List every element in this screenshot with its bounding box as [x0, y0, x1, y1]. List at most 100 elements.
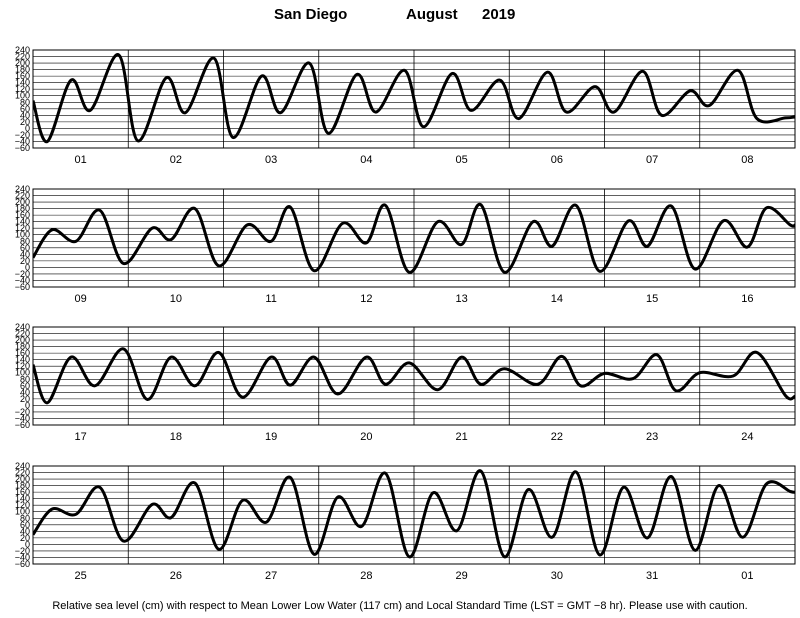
- y-tick-label: −20: [15, 130, 30, 140]
- tide-curve-4: [33, 469, 795, 559]
- y-tick-label: 220: [15, 191, 30, 201]
- y-tick-label: 160: [15, 210, 30, 220]
- y-tick-label: 140: [15, 494, 30, 504]
- panel-frame: [32, 326, 796, 426]
- y-tick-label: 0: [25, 400, 30, 410]
- day-label: 01: [75, 154, 87, 166]
- y-tick-label: 240: [15, 461, 30, 471]
- y-tick-label: 120: [15, 361, 30, 371]
- chart-title: San Diego August 2019: [0, 6, 800, 26]
- day-label: 14: [551, 293, 563, 305]
- y-tick-label: 220: [15, 329, 30, 339]
- y-tick-label: −20: [15, 407, 30, 417]
- y-tick-label: −40: [15, 275, 30, 285]
- day-label: 18: [170, 431, 182, 443]
- y-tick-label: 120: [15, 500, 30, 510]
- panel-frame: [32, 188, 796, 288]
- day-label: 25: [75, 570, 87, 582]
- y-tick-label: 140: [15, 78, 30, 88]
- y-tick-label: 20: [20, 394, 30, 404]
- day-label: 21: [456, 431, 468, 443]
- y-tick-label: 180: [15, 342, 30, 352]
- y-tick-label: 160: [15, 71, 30, 81]
- day-label: 02: [170, 154, 182, 166]
- day-label: 03: [265, 154, 277, 166]
- panel-3: −60−40−200204060801001201401601802002202…: [15, 322, 796, 443]
- tide-curve-3: [33, 347, 795, 405]
- y-tick-label: 20: [20, 256, 30, 266]
- day-label: 10: [170, 293, 182, 305]
- day-label: 01: [741, 570, 753, 582]
- y-tick-label: 240: [15, 322, 30, 332]
- y-tick-label: 240: [15, 45, 30, 55]
- y-tick-label: 200: [15, 474, 30, 484]
- y-tick-label: 40: [20, 387, 30, 397]
- y-tick-label: 20: [20, 117, 30, 127]
- day-label: 13: [456, 293, 468, 305]
- day-label: 24: [741, 431, 753, 443]
- panel-4: −60−40−200204060801001201401601802002202…: [15, 461, 796, 582]
- y-tick-label: 100: [15, 230, 30, 240]
- y-tick-label: 240: [15, 184, 30, 194]
- y-tick-label: 140: [15, 217, 30, 227]
- y-tick-label: 0: [25, 539, 30, 549]
- y-tick-label: 20: [20, 533, 30, 543]
- y-tick-label: −20: [15, 546, 30, 556]
- y-tick-label: 40: [20, 526, 30, 536]
- y-tick-label: 220: [15, 52, 30, 62]
- y-tick-label: 80: [20, 97, 30, 107]
- y-tick-label: 160: [15, 487, 30, 497]
- y-tick-label: 60: [20, 243, 30, 253]
- y-tick-label: 60: [20, 520, 30, 530]
- day-label: 19: [265, 431, 277, 443]
- title-year: 2019: [482, 6, 516, 23]
- y-tick-label: 220: [15, 468, 30, 478]
- y-tick-label: −60: [15, 420, 30, 430]
- day-label: 16: [741, 293, 753, 305]
- day-label: 17: [75, 431, 87, 443]
- y-tick-label: 0: [25, 262, 30, 272]
- y-tick-label: 80: [20, 513, 30, 523]
- day-label: 22: [551, 431, 563, 443]
- y-tick-label: 100: [15, 91, 30, 101]
- y-tick-label: −60: [15, 143, 30, 153]
- day-label: 31: [646, 570, 658, 582]
- day-label: 08: [741, 154, 753, 166]
- tide-curve-1: [33, 53, 795, 144]
- tide-curve-2: [33, 203, 795, 274]
- day-label: 26: [170, 570, 182, 582]
- y-tick-label: 80: [20, 236, 30, 246]
- day-label: 11: [265, 293, 276, 305]
- day-label: 05: [456, 154, 468, 166]
- y-tick-label: −60: [15, 282, 30, 292]
- y-tick-label: 140: [15, 355, 30, 365]
- day-label: 23: [646, 431, 658, 443]
- day-label: 29: [456, 570, 468, 582]
- day-label: 12: [360, 293, 372, 305]
- day-label: 04: [360, 154, 372, 166]
- day-label: 06: [551, 154, 563, 166]
- y-tick-label: 160: [15, 348, 30, 358]
- y-tick-label: −40: [15, 552, 30, 562]
- title-month: August: [406, 6, 458, 23]
- panel-1: −60−40−200204060801001201401601802002202…: [15, 45, 796, 166]
- day-label: 27: [265, 570, 277, 582]
- y-tick-label: −40: [15, 136, 30, 146]
- y-tick-label: −60: [15, 559, 30, 569]
- footnote: Relative sea level (cm) with respect to …: [52, 600, 748, 612]
- panel-frame: [32, 465, 796, 565]
- y-tick-label: 120: [15, 84, 30, 94]
- day-label: 20: [360, 431, 372, 443]
- y-tick-label: 180: [15, 481, 30, 491]
- panel-2: −60−40−200204060801001201401601802002202…: [15, 184, 796, 305]
- y-tick-label: 80: [20, 374, 30, 384]
- day-label: 15: [646, 293, 658, 305]
- y-tick-label: 120: [15, 223, 30, 233]
- y-tick-label: −20: [15, 269, 30, 279]
- y-tick-label: 60: [20, 104, 30, 114]
- y-tick-label: 60: [20, 381, 30, 391]
- y-tick-label: 40: [20, 249, 30, 259]
- day-label: 09: [75, 293, 87, 305]
- y-tick-label: 180: [15, 204, 30, 214]
